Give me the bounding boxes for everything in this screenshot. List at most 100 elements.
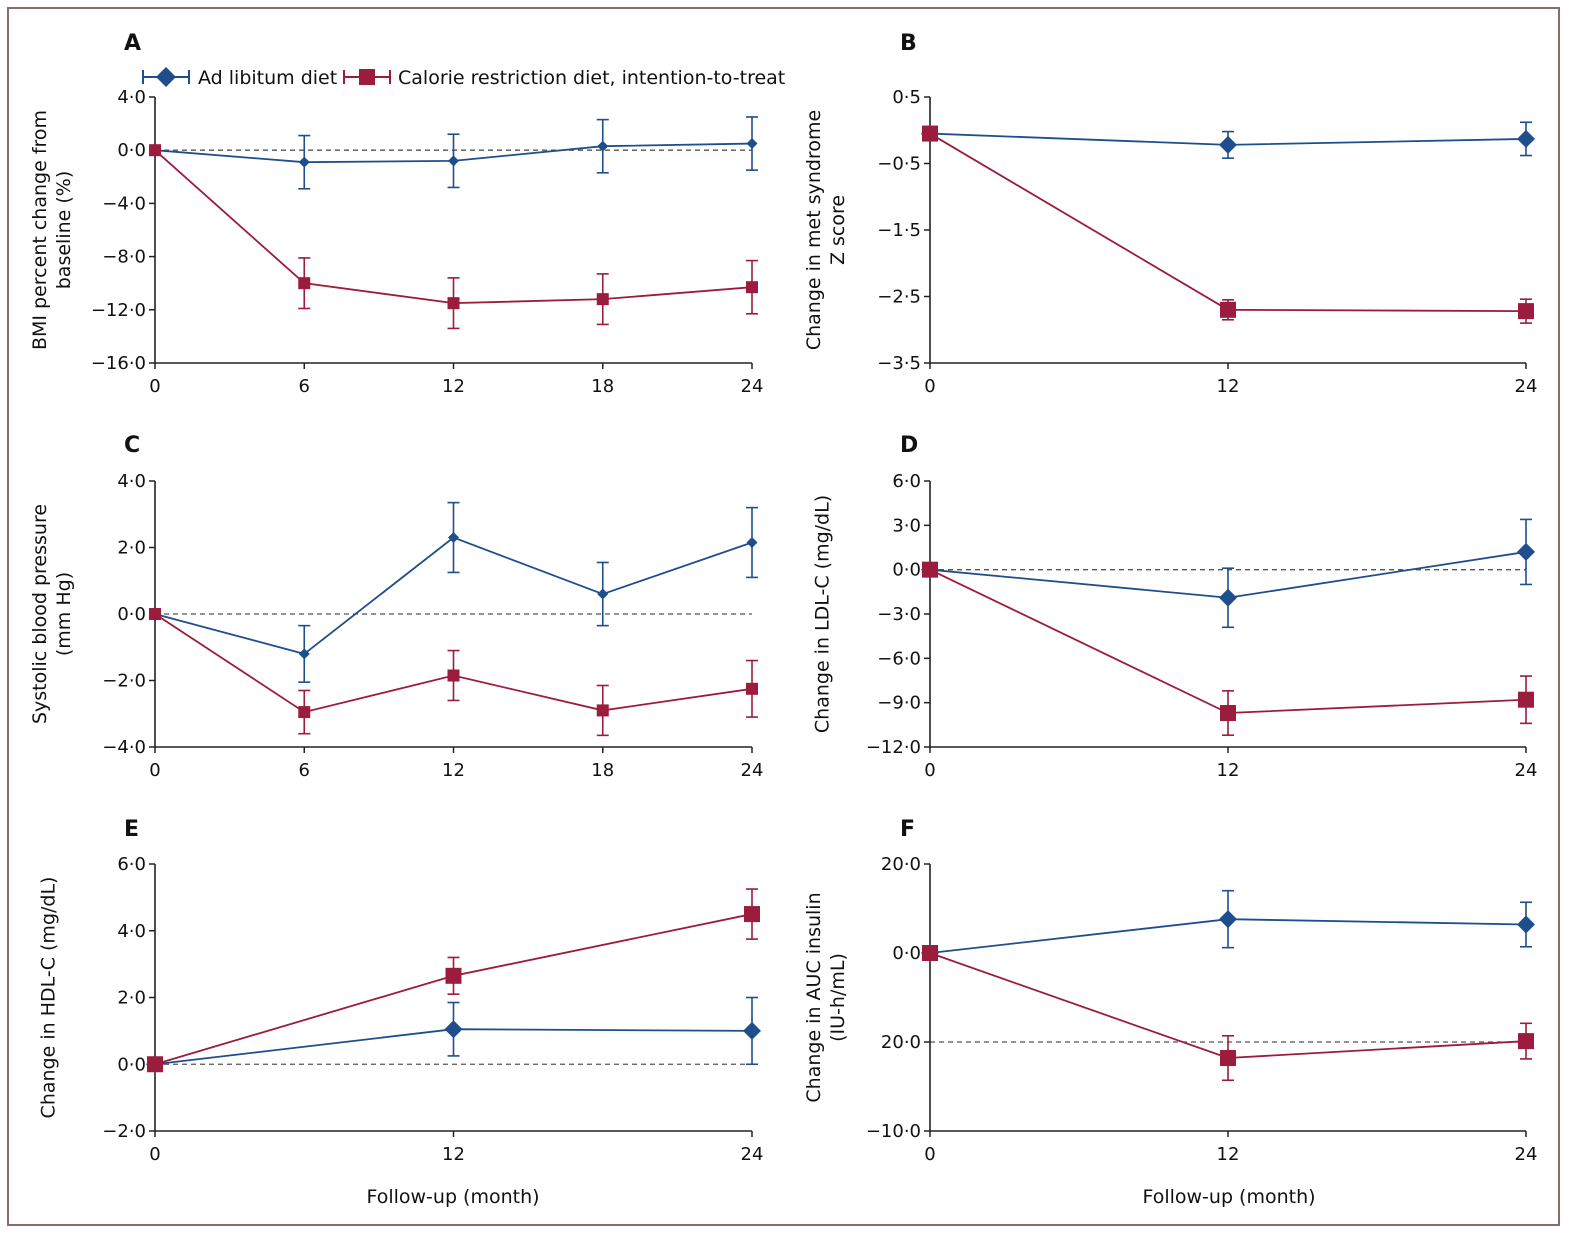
y-tick-label-d: −3·0 xyxy=(877,604,921,625)
panel-a: A 4·0 0·0 −4·0 −8·0 −12·0 −16·00 6 12 18 24 BMI per… xyxy=(29,31,763,397)
y-tick-label-e: 4·0 xyxy=(117,921,146,942)
figure-frame xyxy=(7,7,1560,1226)
data-point-square-c xyxy=(298,706,311,719)
panel-letter-d: D xyxy=(900,433,918,458)
y-tick-label-a: 4·0 xyxy=(117,87,146,108)
data-point-diamond-d xyxy=(1517,542,1535,561)
y-tick-label-d: 6·0 xyxy=(892,471,921,492)
data-point-diamond-c xyxy=(746,537,758,549)
data-point-square-d xyxy=(1220,705,1236,722)
data-point-diamond-c xyxy=(597,588,609,600)
panel-letter-e: E xyxy=(124,817,139,842)
x-tick-label-b: 12 xyxy=(1217,376,1240,397)
y-tick-label-f: 20·0 xyxy=(881,1032,921,1053)
data-point-square-a xyxy=(298,277,311,290)
y-tick-label-d: −12·0 xyxy=(866,737,921,758)
y-axis-label-c: Systolic blood pressure(mm Hg) xyxy=(29,504,75,724)
data-point-diamond-e xyxy=(444,1020,463,1039)
y-tick-label-a: −16·0 xyxy=(91,353,146,374)
x-tick-label-a: 12 xyxy=(442,376,465,397)
y-tick-label-c: 0·0 xyxy=(117,604,146,625)
legend-calorie-label: Calorie restriction diet, intention-to-t… xyxy=(398,67,785,89)
y-tick-label-e: 6·0 xyxy=(117,854,146,875)
legend-diamond-marker xyxy=(156,67,176,87)
data-point-diamond-f xyxy=(1219,910,1237,929)
data-point-diamond-c xyxy=(298,648,310,660)
data-point-square-c xyxy=(447,669,460,682)
panel-d: D 6·0 3·0 0·0 −3·0 −6·0 −9·0 −12·00 12 24 Change i… xyxy=(812,433,1538,781)
y-tick-label-a: 0·0 xyxy=(117,140,146,161)
data-point-square-b xyxy=(922,125,938,142)
x-tick-label-f: 12 xyxy=(1217,1144,1240,1165)
y-axis-label-line: Change in LDL-C (mg/dL) xyxy=(812,495,834,733)
data-point-square-c xyxy=(746,682,758,695)
data-point-diamond-a xyxy=(298,156,310,168)
x-tick-label-a: 6 xyxy=(299,376,310,397)
y-tick-label-e: 0·0 xyxy=(117,1054,146,1075)
x-tick-label-e: 0 xyxy=(149,1144,160,1165)
data-point-square-a xyxy=(596,293,609,306)
y-axis-label-f: Change in AUC insulin(IU-h/mL) xyxy=(803,892,849,1102)
y-tick-label-f: 0·0 xyxy=(892,943,921,964)
y-tick-label-c: −2·0 xyxy=(102,671,146,692)
y-axis-label-d: Change in LDL-C (mg/dL) xyxy=(812,495,834,733)
y-tick-label-e: 2·0 xyxy=(117,988,146,1009)
data-point-square-f xyxy=(1518,1033,1534,1050)
y-tick-label-c: 2·0 xyxy=(117,538,146,559)
x-tick-label-a: 18 xyxy=(591,376,614,397)
y-tick-label-b: −3·5 xyxy=(877,353,921,374)
data-point-diamond-a xyxy=(746,138,758,150)
data-point-diamond-a xyxy=(597,140,609,152)
data-point-diamond-e xyxy=(743,1021,761,1040)
panel-e: E 6·0 4·0 2·0 0·0 −2·00 12 24 Change in HDL-C (m… xyxy=(38,817,764,1165)
data-point-square-c xyxy=(149,608,161,620)
y-axis-label-line: BMI percent change from xyxy=(29,110,51,350)
y-axis-label-line: Systolic blood pressure xyxy=(29,504,51,724)
y-tick-label-d: 0·0 xyxy=(892,560,921,581)
panel-letter-c: C xyxy=(124,433,140,458)
y-tick-label-d: 3·0 xyxy=(892,515,921,536)
data-point-square-f xyxy=(1220,1050,1236,1067)
y-tick-label-f: 20·0 xyxy=(881,854,921,875)
y-tick-label-c: −4·0 xyxy=(102,737,146,758)
legend: Ad libitum diet Calorie restriction diet… xyxy=(142,67,785,89)
x-tick-label-c: 12 xyxy=(442,760,465,781)
x-tick-label-b: 24 xyxy=(1515,376,1538,397)
data-point-diamond-f xyxy=(1517,915,1535,934)
y-axis-label-line: baseline (%) xyxy=(53,171,75,290)
data-point-square-e xyxy=(744,906,760,923)
y-tick-label-a: −4·0 xyxy=(102,193,146,214)
data-point-square-b xyxy=(1220,301,1236,318)
data-point-square-e xyxy=(445,967,462,984)
panel-letter-a: A xyxy=(124,31,141,56)
data-point-square-d xyxy=(1518,691,1534,708)
x-tick-label-c: 0 xyxy=(149,760,160,781)
data-point-square-a xyxy=(746,281,758,294)
y-tick-label-f: −10·0 xyxy=(866,1121,921,1142)
data-point-square-d xyxy=(922,561,938,578)
x-tick-label-a: 24 xyxy=(741,376,764,397)
panel-c: C 4·0 2·0 0·0 −2·0 −4·00 6 12 18 24 Systolic blood… xyxy=(29,433,763,781)
x-axis-label-left: Follow-up (month) xyxy=(366,1186,539,1208)
data-point-square-f xyxy=(922,945,938,961)
y-axis-label-line: (mm Hg) xyxy=(53,572,75,656)
y-tick-label-b: −1·5 xyxy=(877,220,921,241)
y-axis-label-line: Z score xyxy=(827,195,849,265)
x-tick-label-e: 12 xyxy=(442,1144,465,1165)
data-point-diamond-b xyxy=(1517,129,1535,148)
legend-square-marker xyxy=(359,69,375,85)
data-point-square-c xyxy=(596,704,609,717)
panel-f: F 20·0 0·0 20·0 −10·00 12 24 Change in AUC insu… xyxy=(803,817,1537,1165)
x-axis-label-right: Follow-up (month) xyxy=(1142,1186,1315,1208)
x-tick-label-d: 0 xyxy=(924,760,935,781)
data-point-diamond-b xyxy=(1219,135,1237,154)
x-tick-label-c: 18 xyxy=(591,760,614,781)
panel-letter-f: F xyxy=(900,817,915,842)
y-tick-label-a: −8·0 xyxy=(102,247,146,268)
data-point-diamond-d xyxy=(1219,588,1237,607)
x-tick-label-e: 24 xyxy=(741,1144,764,1165)
x-tick-label-d: 12 xyxy=(1217,760,1240,781)
x-tick-label-c: 24 xyxy=(741,760,764,781)
data-point-square-e xyxy=(147,1056,163,1073)
data-point-diamond-a xyxy=(448,155,459,167)
